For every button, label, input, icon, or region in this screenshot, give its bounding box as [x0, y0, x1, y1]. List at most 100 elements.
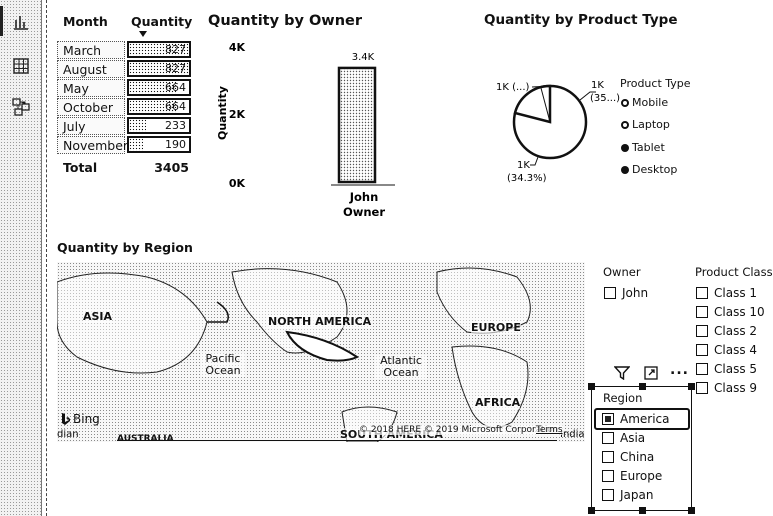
region-slicer-item[interactable]: Asia: [602, 431, 645, 445]
checkbox[interactable]: [602, 413, 614, 425]
resize-handle-bottom-right[interactable]: [688, 507, 695, 514]
owner-column-chart[interactable]: 4K 2K 0K Quantity 3.4K John Owner: [205, 34, 435, 224]
class-slicer-item-label: Class 5: [714, 362, 758, 376]
more-options-icon[interactable]: ...: [670, 362, 689, 378]
map-label-europe[interactable]: EUROPE: [471, 321, 521, 334]
pie-label-3-pct: (34.3%): [507, 173, 547, 184]
region-slicer-item-label: Europe: [620, 469, 663, 483]
region-slicer-item[interactable]: Europe: [602, 469, 662, 483]
table-row[interactable]: May 664: [57, 78, 197, 97]
legend-laptop[interactable]: Laptop: [621, 118, 670, 131]
region-slicer[interactable]: Region America Asia China Europe Japan: [588, 383, 695, 514]
quantity-value: 664: [165, 100, 186, 113]
table-row[interactable]: August 827: [57, 59, 197, 78]
table-row[interactable]: July 233: [57, 116, 197, 135]
quantity-databar-cell: 664: [127, 98, 191, 115]
table-total-row: Total 3405: [57, 156, 197, 178]
resize-handle-top[interactable]: [639, 383, 646, 390]
legend-label-laptop: Laptop: [632, 118, 670, 131]
map-label-atlantic-ocean: Atlantic Ocean: [375, 355, 427, 379]
class-slicer-item-label: Class 1: [714, 286, 758, 300]
sort-descending-icon: [139, 31, 147, 37]
databar-fill: [129, 62, 189, 75]
resize-handle-top-left[interactable]: [588, 383, 595, 390]
class-slicer-item[interactable]: Class 4: [696, 343, 757, 357]
region-slicer-item[interactable]: America: [602, 412, 670, 426]
filter-icon[interactable]: [614, 366, 630, 380]
month-cell: October: [57, 97, 125, 116]
databar-fill: [129, 119, 146, 132]
class-slicer-item-label: Class 10: [714, 305, 765, 319]
pie-slice-desktop[interactable]: [514, 112, 551, 123]
legend-tablet[interactable]: Tablet: [621, 141, 665, 154]
class-slicer-item-label: Class 2: [714, 324, 758, 338]
resize-handle-bottom[interactable]: [639, 507, 646, 514]
map-label-africa[interactable]: AFRICA: [475, 396, 521, 409]
total-label: Total: [63, 159, 98, 175]
pie-label-1: 1K (...): [496, 82, 530, 93]
leader-line-3: [530, 156, 539, 166]
checkbox[interactable]: [696, 382, 708, 394]
map-terms-link[interactable]: Terms: [536, 425, 563, 435]
region-slicer-item[interactable]: Japan: [602, 488, 653, 502]
owner-slicer-item-john[interactable]: John: [604, 286, 648, 300]
leader-line-1: [531, 85, 551, 88]
class-slicer-item[interactable]: Class 5: [696, 362, 757, 376]
x-tick-john: John: [349, 190, 379, 204]
region-map[interactable]: ASIA NORTH AMERICA EUROPE AFRICA SOUTH A…: [57, 262, 585, 442]
class-slicer-item[interactable]: Class 9: [696, 381, 757, 395]
checkbox[interactable]: [602, 489, 614, 501]
map-label-north-america[interactable]: NORTH AMERICA: [268, 315, 372, 328]
model-view-icon[interactable]: [11, 97, 31, 117]
quantity-value: 827: [165, 62, 186, 75]
resize-handle-bottom-left[interactable]: [588, 507, 595, 514]
owner-slicer-item-label: John: [622, 286, 649, 300]
map-label-asia[interactable]: ASIA: [83, 310, 113, 323]
legend-label-tablet: Tablet: [632, 141, 665, 154]
bing-logo: Bing: [61, 412, 100, 426]
class-slicer-item[interactable]: Class 1: [696, 286, 757, 300]
legend-desktop[interactable]: Desktop: [621, 163, 677, 176]
month-cell: July: [57, 116, 125, 135]
quantity-column-header[interactable]: Quantity: [123, 14, 197, 37]
table-row[interactable]: November 190: [57, 135, 197, 154]
region-slicer-item[interactable]: China: [602, 450, 654, 464]
checkbox[interactable]: [696, 344, 708, 356]
pie-chart-title: Quantity by Product Type: [484, 12, 678, 28]
legend-mobile[interactable]: Mobile: [621, 96, 668, 109]
quantity-value: 827: [165, 43, 186, 56]
class-slicer-item-label: Class 4: [714, 343, 758, 357]
month-quantity-table[interactable]: Month Quantity March 827 August 827 May 664 Oc…: [57, 14, 197, 178]
checkbox[interactable]: [604, 287, 616, 299]
focus-mode-icon[interactable]: [644, 366, 658, 380]
region-slicer-title: Region: [603, 391, 643, 405]
checkbox[interactable]: [696, 306, 708, 318]
owner-slicer-title: Owner: [603, 265, 641, 279]
checkbox[interactable]: [696, 287, 708, 299]
data-view-icon[interactable]: [11, 56, 31, 76]
month-column-header[interactable]: Month: [63, 14, 108, 29]
y-axis-label: Quantity: [216, 86, 229, 140]
quantity-databar-cell: 827: [127, 41, 191, 58]
resize-handle-top-right[interactable]: [688, 383, 695, 390]
checkbox[interactable]: [602, 432, 614, 444]
map-edge-label-left: dian: [57, 429, 79, 440]
checkbox[interactable]: [696, 363, 708, 375]
class-slicer-item[interactable]: Class 2: [696, 324, 757, 338]
checkbox[interactable]: [602, 451, 614, 463]
table-row[interactable]: October 664: [57, 97, 197, 116]
table-row[interactable]: March 827: [57, 40, 197, 59]
class-slicer-item[interactable]: Class 10: [696, 305, 765, 319]
map-title: Quantity by Region: [57, 240, 193, 255]
checkbox[interactable]: [696, 325, 708, 337]
quantity-value: 190: [165, 138, 186, 151]
legend-marker-tablet: [621, 143, 629, 152]
checkbox[interactable]: [602, 470, 614, 482]
report-view-icon[interactable]: [11, 12, 31, 32]
product-type-pie-chart[interactable]: 1K (...) 1K (35...) 1K (34.3%): [480, 70, 620, 185]
canvas-border: [46, 0, 47, 516]
legend-label-desktop: Desktop: [632, 163, 678, 176]
pie-slice-laptop[interactable]: [540, 87, 551, 123]
pie-legend-title: Product Type: [620, 77, 691, 90]
bar-john[interactable]: [337, 66, 377, 184]
